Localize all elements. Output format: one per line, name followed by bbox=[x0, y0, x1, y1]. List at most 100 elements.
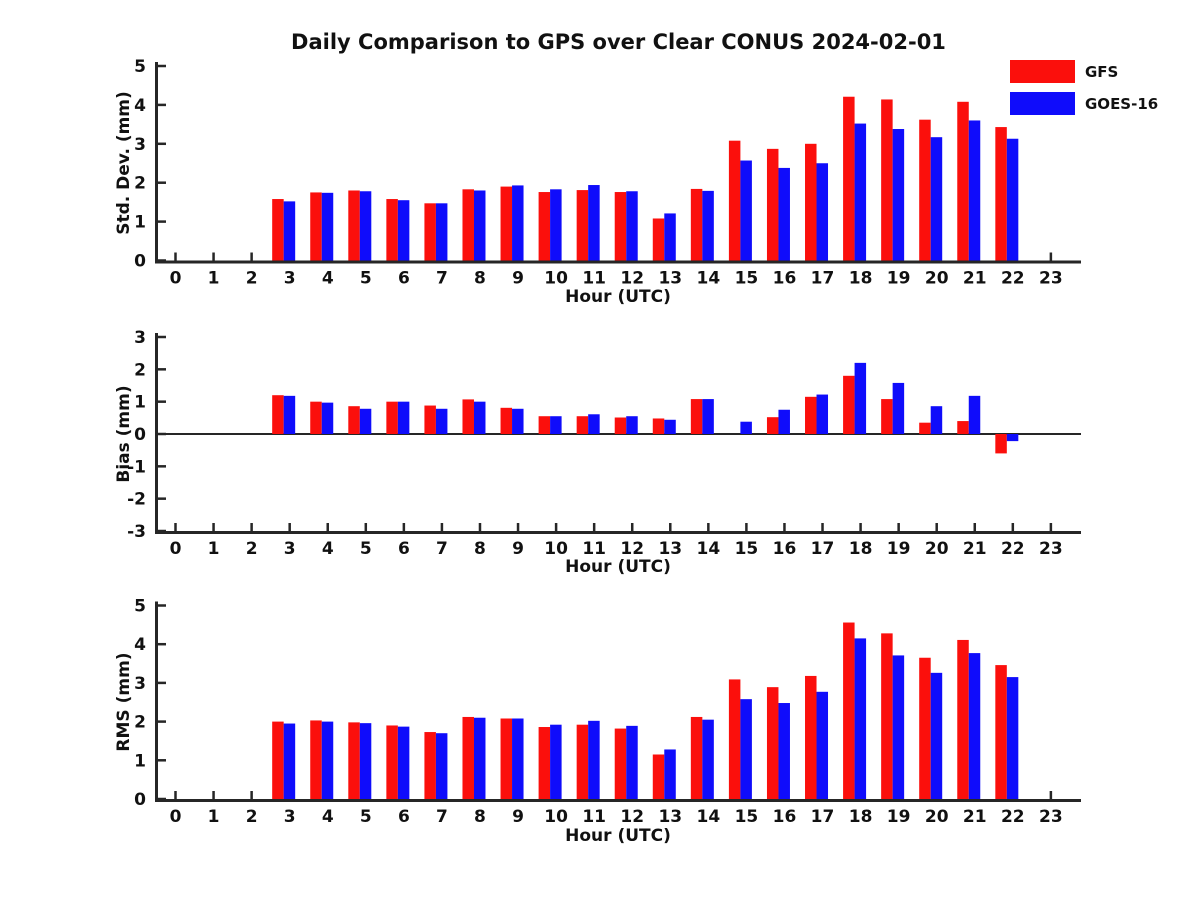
bar-gfs bbox=[348, 406, 360, 434]
x-tick-label: 8 bbox=[474, 539, 486, 559]
bar-goes-16 bbox=[626, 416, 638, 434]
x-tick-label: 3 bbox=[284, 269, 296, 289]
y-tick bbox=[158, 220, 166, 223]
y-tick bbox=[158, 681, 166, 685]
x-tick-label: 15 bbox=[735, 807, 759, 827]
bar-gfs bbox=[310, 401, 322, 434]
x-tick bbox=[174, 252, 177, 261]
y-axis bbox=[155, 601, 158, 802]
x-tick-label: 4 bbox=[322, 539, 334, 559]
bar-gfs bbox=[614, 728, 627, 799]
y-tick bbox=[158, 432, 166, 436]
x-tick-label: 13 bbox=[658, 539, 682, 559]
bar-gfs bbox=[919, 119, 931, 261]
y-tick-label: 2 bbox=[134, 360, 146, 380]
x-tick-label: 15 bbox=[735, 269, 759, 289]
bar-goes-16 bbox=[283, 723, 296, 799]
bar-gfs bbox=[310, 720, 322, 799]
bar-gfs bbox=[462, 399, 474, 434]
x-tick-label: 5 bbox=[360, 807, 372, 827]
x-tick-label: 0 bbox=[170, 807, 182, 827]
bar-gfs bbox=[538, 192, 551, 261]
x-tick-label: 19 bbox=[887, 807, 911, 827]
x-axis bbox=[155, 799, 1081, 802]
x-tick-label: 15 bbox=[735, 539, 759, 559]
bar-gfs bbox=[843, 96, 855, 261]
y-tick bbox=[158, 181, 166, 184]
x-tick bbox=[288, 523, 291, 531]
bar-gfs bbox=[805, 143, 817, 261]
x-tick-label: 20 bbox=[925, 807, 949, 827]
bar-goes-16 bbox=[892, 382, 905, 434]
bar-goes-16 bbox=[1006, 677, 1019, 799]
bar-goes-16 bbox=[435, 408, 448, 434]
bar-gfs bbox=[690, 716, 703, 799]
x-tick-label: 5 bbox=[360, 539, 372, 559]
gfs-color-swatch bbox=[1010, 60, 1075, 83]
x-tick bbox=[212, 252, 215, 261]
bar-gfs bbox=[576, 416, 589, 434]
bar-gfs bbox=[386, 401, 398, 434]
x-tick bbox=[364, 523, 368, 531]
x-axis bbox=[155, 260, 1081, 264]
x-tick bbox=[174, 791, 177, 799]
y-tick-label: 0 bbox=[134, 252, 146, 272]
bar-gfs bbox=[462, 716, 474, 799]
legend-label-goes16: GOES-16 bbox=[1085, 94, 1159, 113]
x-tick bbox=[250, 252, 253, 261]
bar-gfs bbox=[843, 622, 855, 799]
y-tick-label: 1 bbox=[134, 751, 146, 771]
x-tick bbox=[440, 523, 444, 531]
x-tick bbox=[326, 523, 329, 531]
x-tick-label: 7 bbox=[436, 807, 448, 827]
x-tick-label: 1 bbox=[208, 269, 220, 289]
bar-gfs bbox=[386, 199, 398, 261]
bar-gfs bbox=[462, 189, 474, 261]
bar-goes-16 bbox=[854, 123, 867, 261]
bar-gfs bbox=[690, 188, 703, 261]
x-tick-label: 2 bbox=[246, 269, 258, 289]
x-tick-label: 18 bbox=[849, 807, 873, 827]
x-tick bbox=[669, 523, 672, 531]
x-tick-label: 21 bbox=[963, 539, 987, 559]
bar-gfs bbox=[424, 405, 436, 434]
rms-x-axis-label: Hour (UTC) bbox=[565, 826, 671, 846]
bias-x-axis-label: Hour (UTC) bbox=[565, 557, 671, 577]
x-tick bbox=[516, 523, 520, 531]
bar-gfs bbox=[728, 140, 741, 261]
y-tick bbox=[158, 64, 166, 68]
x-tick bbox=[783, 523, 786, 531]
x-tick bbox=[630, 523, 634, 531]
bar-gfs bbox=[500, 407, 513, 434]
x-tick-label: 21 bbox=[963, 807, 987, 827]
x-tick-label: 16 bbox=[773, 807, 797, 827]
x-tick-label: 6 bbox=[398, 539, 410, 559]
y-tick bbox=[158, 529, 166, 533]
bar-goes-16 bbox=[816, 163, 829, 261]
x-tick bbox=[897, 523, 900, 531]
x-tick-label: 17 bbox=[811, 807, 835, 827]
bar-goes-16 bbox=[359, 408, 372, 434]
x-tick bbox=[821, 523, 824, 531]
bar-goes-16 bbox=[664, 749, 676, 799]
bar-goes-16 bbox=[435, 733, 448, 799]
bar-goes-16 bbox=[740, 421, 752, 434]
bar-gfs bbox=[881, 99, 893, 261]
bar-goes-16 bbox=[359, 723, 372, 799]
bar-goes-16 bbox=[968, 395, 981, 434]
y-tick-label: 4 bbox=[134, 96, 146, 116]
chart-title: Daily Comparison to GPS over Clear CONUS… bbox=[291, 30, 946, 54]
x-tick-label: 6 bbox=[398, 807, 410, 827]
y-tick-label: -3 bbox=[127, 522, 146, 542]
bar-goes-16 bbox=[778, 703, 790, 799]
x-tick-label: 2 bbox=[246, 807, 258, 827]
y-tick bbox=[158, 259, 166, 262]
bar-gfs bbox=[805, 675, 817, 799]
bar-gfs bbox=[652, 418, 665, 434]
bar-gfs bbox=[272, 199, 284, 261]
bar-goes-16 bbox=[854, 638, 867, 799]
bar-gfs bbox=[957, 421, 969, 434]
bar-gfs bbox=[538, 727, 551, 799]
bar-gfs bbox=[995, 127, 1007, 261]
